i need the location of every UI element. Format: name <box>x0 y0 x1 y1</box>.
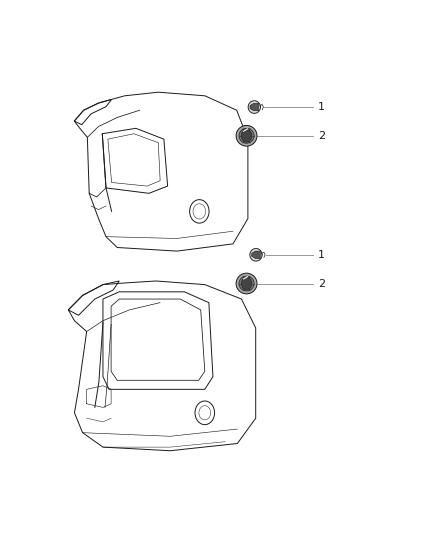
Ellipse shape <box>239 128 254 143</box>
Ellipse shape <box>236 125 257 146</box>
Ellipse shape <box>236 273 257 294</box>
Polygon shape <box>250 248 262 261</box>
Polygon shape <box>250 103 258 111</box>
Text: 1: 1 <box>318 250 325 260</box>
Text: 2: 2 <box>318 131 325 141</box>
Polygon shape <box>252 251 260 259</box>
Ellipse shape <box>239 276 254 291</box>
Circle shape <box>241 130 252 142</box>
Text: 1: 1 <box>318 102 325 112</box>
Text: 2: 2 <box>318 279 325 288</box>
Circle shape <box>241 277 252 290</box>
Polygon shape <box>248 101 260 114</box>
